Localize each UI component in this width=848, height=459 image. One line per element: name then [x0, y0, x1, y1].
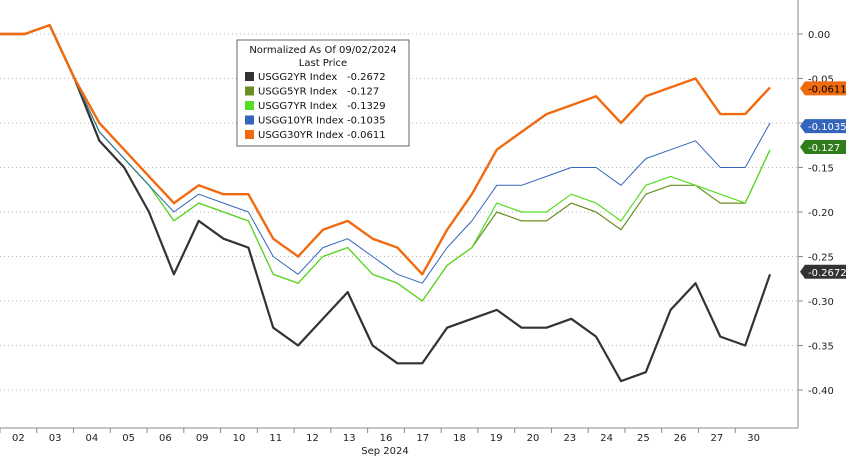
x-tick-label: 17	[416, 433, 429, 444]
series-line-usgg2yr	[0, 24, 772, 383]
y-tick-label: -0.40	[808, 386, 834, 397]
legend-series-value: -0.2672	[347, 72, 386, 83]
legend-series-value: -0.1329	[347, 101, 386, 112]
last-value-badges: -0.0611 -0.1035 -0.127 -0.2672	[800, 81, 847, 279]
x-tick-label: 04	[86, 433, 99, 444]
last-value-badge-label: -0.2672	[808, 268, 847, 279]
last-value-badge	[800, 264, 846, 279]
legend-series-value: -0.1035	[347, 116, 386, 127]
legend-swatch	[245, 115, 254, 125]
x-tick-label: 20	[527, 433, 540, 444]
legend: Normalized As Of 09/02/2024 Last Price U…	[236, 39, 410, 147]
legend-series-value: -0.0611	[347, 130, 386, 141]
x-tick-label: 23	[563, 433, 576, 444]
last-value-badge-label: -0.1035	[808, 122, 847, 133]
legend-series-name: USGG7YR Index	[258, 101, 337, 112]
legend-swatch	[245, 130, 254, 139]
y-tick-label: 0.00	[808, 30, 830, 41]
legend-title: Normalized As Of 09/02/2024	[249, 45, 396, 56]
legend-series-name: USGG2YR Index	[258, 72, 337, 83]
legend-items: USGG2YR Index -0.2672 USGG5YR Index -0.127 U…	[245, 72, 386, 141]
x-tick-label: 11	[269, 433, 282, 444]
y-tick-label: -0.35	[808, 342, 834, 353]
legend-swatch	[245, 72, 254, 81]
y-tick-label: -0.30	[808, 297, 834, 308]
legend-series-name: USGG5YR Index	[258, 87, 337, 98]
y-tick-label: -0.20	[808, 208, 834, 219]
legend-series-name: USGG10YR Index	[258, 116, 344, 127]
last-value-badge	[800, 119, 846, 134]
x-tick-label: 06	[159, 433, 172, 444]
x-tick-label: 26	[674, 433, 687, 444]
legend-box	[236, 39, 410, 147]
last-value-badge-label: -0.0611	[808, 84, 847, 95]
x-tick-label: 27	[710, 433, 723, 444]
x-tick-label: 19	[490, 433, 503, 444]
legend-series-name: USGG30YR Index	[258, 130, 344, 141]
y-tick-label: -0.15	[808, 164, 834, 175]
series-line-usgg30yr	[0, 23, 771, 276]
x-tick-label: 25	[637, 433, 650, 444]
legend-subtitle: Last Price	[299, 58, 347, 69]
x-tick-label: 13	[343, 433, 356, 444]
x-tick-label: 12	[306, 433, 319, 444]
legend-swatch	[245, 86, 254, 96]
legend-swatch	[245, 101, 254, 110]
x-tick-label: 16	[380, 433, 393, 444]
x-tick-label: 09	[196, 433, 209, 444]
series-layer	[0, 23, 772, 383]
x-tick-label: 24	[600, 433, 613, 444]
y-tick-label: -0.05	[808, 75, 834, 86]
last-value-badge	[800, 140, 846, 155]
x-axis-ticks: 02 03 04 05 06 09 10 11 12 13 16 17 18 19 20 23 24 25 26 27…	[0, 428, 760, 444]
x-tick-label: 03	[49, 433, 62, 444]
x-tick-label: 05	[122, 433, 135, 444]
last-value-badge	[800, 81, 846, 96]
x-tick-label: 18	[453, 433, 466, 444]
x-tick-label: 02	[12, 433, 25, 444]
x-tick-label: 10	[233, 433, 246, 444]
x-axis-label: Sep 2024	[361, 446, 408, 457]
x-tick-label: 30	[747, 433, 760, 444]
series-line-usgg10yr	[0, 24, 771, 284]
legend-series-value: -0.127	[347, 87, 379, 98]
last-value-badge-label: -0.127	[808, 143, 840, 154]
y-tick-label: -0.25	[808, 253, 834, 264]
